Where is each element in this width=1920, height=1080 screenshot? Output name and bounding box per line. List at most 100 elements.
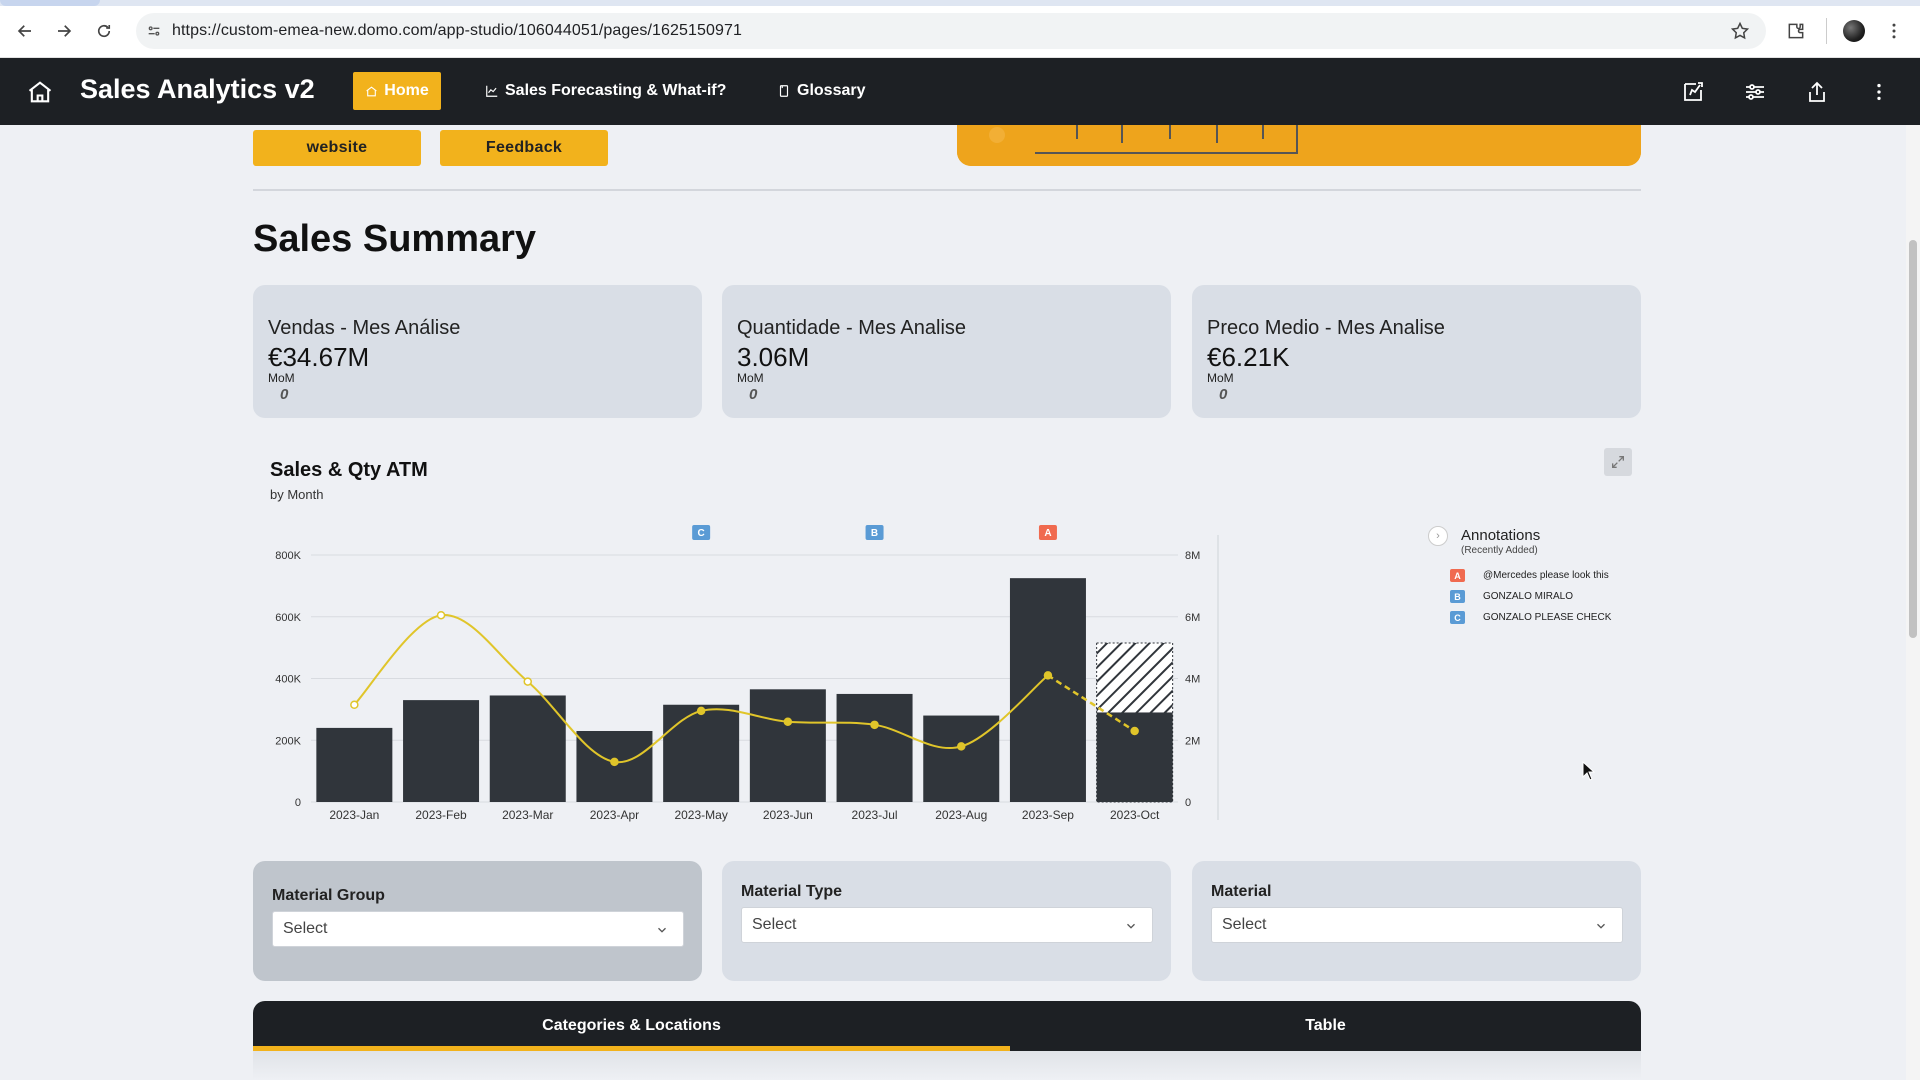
toolbar-divider [1826, 18, 1827, 44]
sales-qty-chart[interactable]: 0 200K 400K 600K 800K 0 2M 4M 6M 8M 2023-Jan 2023-F… [253, 520, 1433, 840]
material-type-select[interactable]: Select [741, 907, 1153, 943]
page-scrollbar[interactable] [1906, 125, 1920, 1080]
share-icon[interactable] [1803, 78, 1831, 106]
nav-glossary[interactable]: Glossary [777, 72, 865, 110]
browser-menu-icon[interactable] [1881, 18, 1907, 44]
bar [836, 693, 913, 802]
y-left-tick-label: 600K [275, 612, 301, 624]
qty-point [523, 677, 532, 686]
qty-point [870, 720, 879, 730]
bar [576, 730, 653, 802]
annotation-item[interactable]: C GONZALO PLEASE CHECK [1450, 611, 1611, 624]
active-tab-indicator [253, 1046, 1010, 1051]
tab-strip [0, 0, 1920, 6]
x-tick-label: 2023-Jul [852, 808, 898, 822]
profile-avatar[interactable] [1843, 20, 1865, 42]
more-options-icon[interactable] [1865, 78, 1893, 106]
url-text[interactable]: https://custom-emea-new.domo.com/app-stu… [172, 22, 743, 39]
document-icon [779, 85, 789, 97]
chevron-down-icon [658, 927, 666, 933]
y-left-tick-label: 400K [275, 674, 301, 686]
select-value: Select [283, 920, 328, 937]
qty-point [783, 717, 793, 726]
kpi-title: Preco Medio - Mes Analise [1207, 317, 1445, 339]
home-icon[interactable] [26, 78, 54, 106]
bar [749, 689, 826, 802]
bar [923, 715, 1000, 802]
x-tick-label: 2023-Oct [1110, 808, 1160, 822]
material-select[interactable]: Select [1211, 907, 1623, 943]
chart-subtitle: by Month [270, 487, 324, 502]
app-header: Sales Analytics v2 Home Sales Forecastin… [0, 58, 1920, 125]
annotation-badge: C [1450, 611, 1465, 624]
feedback-button[interactable]: Feedback [440, 130, 608, 166]
bar [663, 704, 740, 802]
tab-content-area [253, 1051, 1641, 1080]
x-tick-label: 2023-Mar [502, 808, 553, 822]
bar [403, 700, 480, 802]
annotation-item[interactable]: B GONZALO MIRALO [1450, 590, 1573, 603]
kpi-mom-label: MoM [1207, 371, 1234, 385]
scrollbar-thumb[interactable] [1909, 240, 1917, 638]
kpi-mom-value: 0 [1219, 386, 1228, 403]
tab-bar: Categories & Locations Table [253, 1001, 1641, 1051]
y-left-tick-label: 800K [275, 550, 301, 562]
chart-title: Sales & Qty ATM [270, 459, 428, 481]
chevron-down-icon [1127, 923, 1135, 929]
annotation-badge: A [1450, 569, 1465, 582]
filter-material-group: Material Group Select [253, 861, 702, 981]
y-right-tick-label: 8M [1185, 550, 1200, 562]
annotate-icon[interactable] [1679, 78, 1707, 106]
mouse-cursor-icon [1582, 761, 1596, 781]
nav-glossary-label: Glossary [797, 82, 866, 99]
annotation-marker [1038, 525, 1057, 540]
app-title: Sales Analytics v2 [80, 74, 315, 104]
y-left-tick-label: 0 [295, 797, 301, 809]
tab-table[interactable]: Table [1305, 1017, 1346, 1034]
qty-point [1043, 671, 1053, 680]
filter-material-type: Material Type Select [722, 861, 1171, 981]
expand-icon[interactable] [1604, 448, 1632, 476]
annotations-subtitle: (Recently Added) [1461, 545, 1538, 556]
nav-sales-forecasting[interactable]: Sales Forecasting & What-if? [485, 72, 726, 110]
bar [1009, 578, 1086, 802]
annotation-marker [865, 525, 884, 540]
annotations-panel: › Annotations (Recently Added) A @Merced… [1420, 520, 1640, 820]
qty-point [350, 700, 359, 709]
extensions-icon[interactable] [1783, 18, 1809, 44]
select-value: Select [1222, 916, 1267, 933]
back-icon[interactable] [12, 18, 38, 44]
bookmark-star-icon[interactable] [1730, 21, 1750, 41]
material-group-select[interactable]: Select [272, 911, 684, 947]
filter-label: Material [1211, 883, 1272, 900]
nav-home[interactable]: Home [353, 72, 441, 110]
active-tab[interactable] [0, 0, 100, 6]
line-chart-icon [486, 85, 498, 97]
annotation-marker [692, 525, 711, 540]
home-nav-icon [366, 85, 377, 96]
qty-line-projected [1047, 674, 1136, 733]
section-title: Sales Summary [253, 218, 537, 260]
forward-icon[interactable] [51, 18, 77, 44]
browser-toolbar: https://custom-emea-new.domo.com/app-stu… [0, 0, 1920, 58]
select-value: Select [752, 916, 797, 933]
annotation-item[interactable]: A @Mercedes please look this [1450, 569, 1609, 582]
nav-sales-forecasting-label: Sales Forecasting & What-if? [505, 82, 727, 99]
nav-home-label: Home [384, 82, 429, 99]
x-tick-label: 2023-Feb [415, 808, 467, 822]
chevron-down-icon [1597, 923, 1605, 929]
address-bar[interactable]: https://custom-emea-new.domo.com/app-stu… [136, 13, 1766, 49]
tab-categories-locations[interactable]: Categories & Locations [542, 1017, 721, 1034]
collapse-annotations-icon[interactable]: › [1428, 526, 1448, 546]
website-button[interactable]: website [253, 130, 421, 166]
kpi-mom-label: MoM [268, 371, 295, 385]
reload-icon[interactable] [91, 18, 117, 44]
annotation-text: @Mercedes please look this [1483, 570, 1609, 581]
filter-sliders-icon[interactable] [1741, 78, 1769, 106]
annotation-text: GONZALO MIRALO [1483, 591, 1574, 602]
x-tick-label: 2023-Jun [763, 808, 813, 822]
site-settings-icon[interactable] [136, 13, 172, 49]
header-banner-image [957, 125, 1641, 166]
kpi-mom-value: 0 [280, 386, 289, 403]
qty-point [610, 757, 619, 767]
